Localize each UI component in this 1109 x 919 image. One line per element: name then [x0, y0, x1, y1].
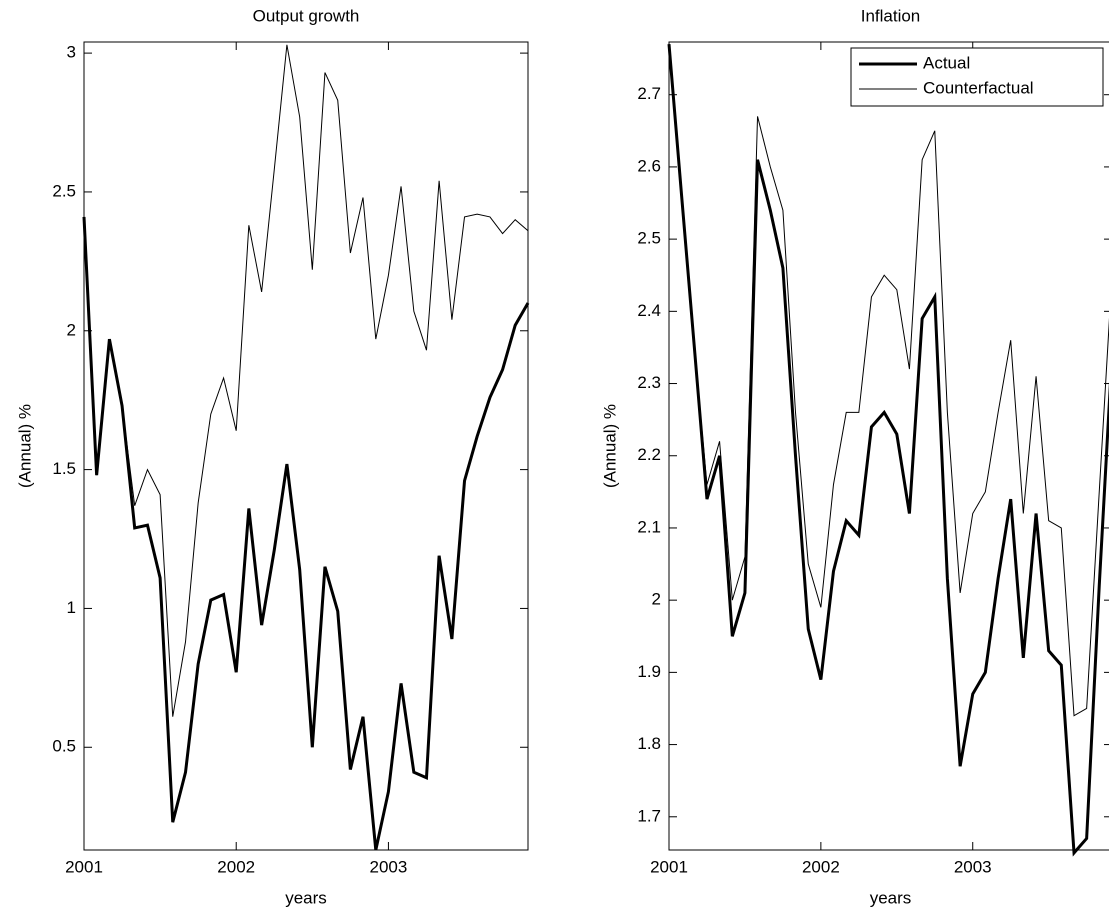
y-tick-label: 2.3	[637, 373, 661, 392]
legend-label: Counterfactual	[923, 78, 1034, 97]
y-tick-label: 0.5	[52, 737, 76, 756]
chart-title: Output growth	[253, 6, 360, 25]
y-axis-label: (Annual) %	[15, 404, 34, 488]
series-line	[83, 44, 529, 717]
x-tick-label: 2001	[650, 857, 688, 876]
y-tick-label: 1	[67, 598, 76, 617]
y-tick-label: 2.5	[52, 181, 76, 200]
y-tick-label: 2.5	[637, 229, 661, 248]
y-axis-label: (Annual) %	[600, 404, 619, 488]
y-tick-label: 1.5	[52, 459, 76, 478]
series-line	[667, 44, 1109, 857]
y-tick-label: 3	[67, 43, 76, 62]
panel: Inflation years (Annual) % 1.7 1.8 1.9 2 2.1 2.2…	[600, 6, 1109, 907]
x-tick-label: 2002	[802, 857, 840, 876]
panel: Output growth years (Annual) % 0.5 1 1.5 2 2.5 3…	[15, 6, 530, 907]
y-tick-label: 2.4	[637, 301, 661, 320]
x-axis-label: years	[285, 888, 327, 907]
y-tick-label: 2.2	[637, 445, 661, 464]
y-tick-label: 1.9	[637, 662, 661, 681]
x-axis-label: years	[870, 888, 912, 907]
x-tick-label: 2001	[65, 857, 103, 876]
y-tick-label: 1.7	[637, 806, 661, 825]
legend-box	[850, 47, 1104, 107]
y-tick-label: 2.1	[637, 517, 661, 536]
plot-frame	[668, 41, 1109, 851]
y-tick-label: 2	[67, 320, 76, 339]
legend-label: Actual	[923, 53, 970, 72]
y-tick-label: 2.6	[637, 156, 661, 175]
x-tick-label: 2003	[954, 857, 992, 876]
plot-frame	[83, 41, 529, 851]
y-tick-label: 2.7	[637, 84, 661, 103]
y-tick-label: 2	[652, 590, 661, 609]
chart-title: Inflation	[861, 6, 921, 25]
x-tick-label: 2002	[217, 857, 255, 876]
series-line	[82, 216, 530, 851]
x-tick-label: 2003	[370, 857, 408, 876]
y-tick-label: 1.8	[637, 734, 661, 753]
series-line	[668, 44, 1109, 717]
